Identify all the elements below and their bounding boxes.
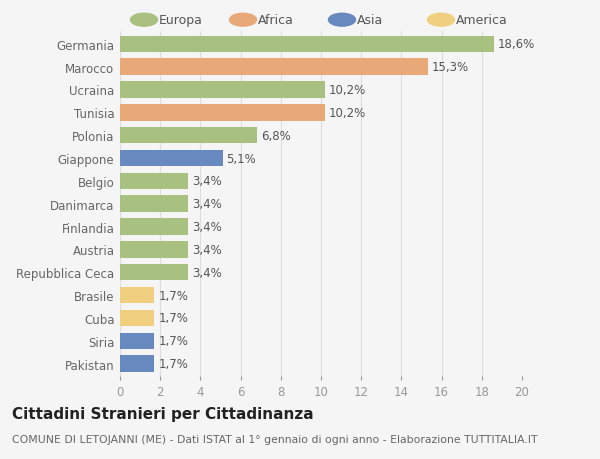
Bar xyxy=(120,151,223,167)
Text: Europa: Europa xyxy=(159,14,203,27)
Text: 1,7%: 1,7% xyxy=(158,312,188,325)
Bar xyxy=(120,105,325,121)
Bar xyxy=(120,241,188,258)
Text: 18,6%: 18,6% xyxy=(498,38,535,51)
Text: 3,4%: 3,4% xyxy=(193,198,222,211)
Bar xyxy=(120,219,188,235)
Text: America: America xyxy=(456,14,508,27)
Bar xyxy=(120,128,257,144)
Bar xyxy=(120,333,154,349)
Text: Asia: Asia xyxy=(357,14,383,27)
Bar xyxy=(120,173,188,190)
Text: 10,2%: 10,2% xyxy=(329,84,366,97)
Bar xyxy=(120,287,154,304)
Text: Africa: Africa xyxy=(258,14,294,27)
Text: 1,7%: 1,7% xyxy=(158,289,188,302)
Bar xyxy=(120,36,494,53)
Bar xyxy=(120,310,154,326)
Text: 3,4%: 3,4% xyxy=(193,221,222,234)
Text: 3,4%: 3,4% xyxy=(193,175,222,188)
Bar xyxy=(120,356,154,372)
Text: 3,4%: 3,4% xyxy=(193,243,222,256)
Bar xyxy=(120,264,188,281)
Text: 15,3%: 15,3% xyxy=(431,61,469,74)
Text: 6,8%: 6,8% xyxy=(261,129,290,142)
Text: 1,7%: 1,7% xyxy=(158,335,188,347)
Bar xyxy=(120,59,428,76)
Text: 10,2%: 10,2% xyxy=(329,106,366,119)
Bar xyxy=(120,196,188,213)
Text: COMUNE DI LETOJANNI (ME) - Dati ISTAT al 1° gennaio di ogni anno - Elaborazione : COMUNE DI LETOJANNI (ME) - Dati ISTAT al… xyxy=(12,434,538,444)
Text: 3,4%: 3,4% xyxy=(193,266,222,279)
Text: Cittadini Stranieri per Cittadinanza: Cittadini Stranieri per Cittadinanza xyxy=(12,406,314,421)
Bar xyxy=(120,82,325,99)
Text: 5,1%: 5,1% xyxy=(227,152,256,165)
Text: 1,7%: 1,7% xyxy=(158,358,188,370)
